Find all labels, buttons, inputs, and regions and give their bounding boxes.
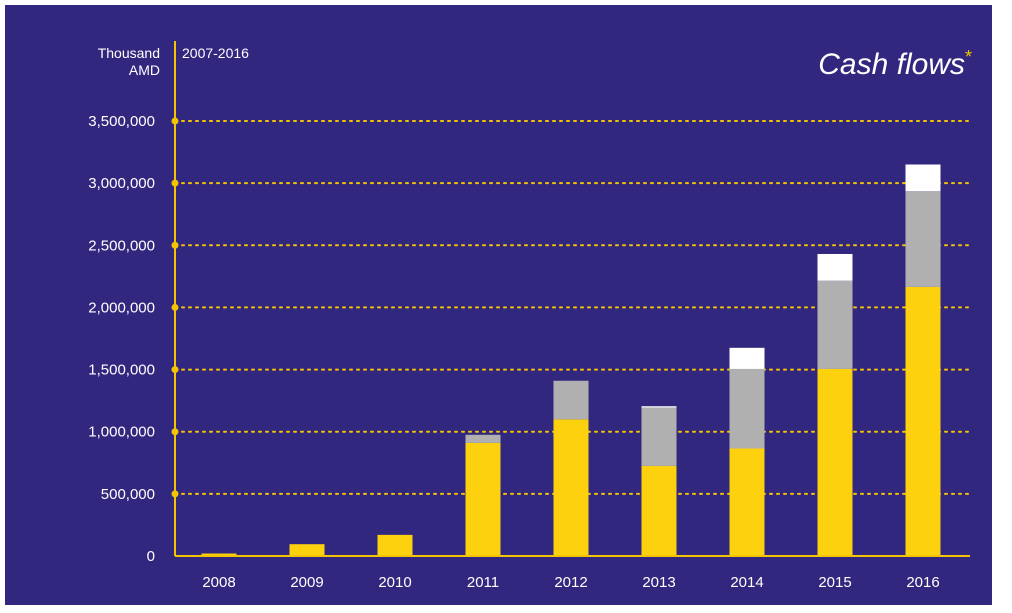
bar-segment [817, 280, 853, 369]
bar-segment [465, 434, 501, 443]
y-tick-label: 1,000,000 [88, 424, 155, 441]
bar-segment [729, 368, 765, 449]
y-tick-label: 3,500,000 [88, 113, 155, 130]
bar-segment [201, 553, 237, 556]
y-tick-label: 2,500,000 [88, 237, 155, 254]
bar-segment [465, 442, 501, 556]
bar-segment [641, 465, 677, 556]
x-tick-label: 2016 [906, 574, 939, 591]
y-tick-label: 1,500,000 [88, 362, 155, 379]
stacked-bar-chart: 0 500,000 1,000,000 1,500,000 2,000,000 2,500… [88, 41, 971, 591]
bar-segment [729, 347, 765, 369]
y-tick-label: 0 [147, 548, 155, 565]
y-axis-unit-label: Thousand AMD [65, 45, 160, 79]
bar-segment [641, 406, 677, 408]
x-tick-label: 2009 [290, 574, 323, 591]
x-tick-label: 2011 [467, 574, 499, 591]
y-axis-unit-line-2: AMD [128, 62, 160, 78]
bars [201, 164, 941, 556]
bar-segment [641, 407, 677, 466]
x-tick-label: 2008 [202, 574, 235, 591]
y-tick-label: 2,000,000 [88, 299, 155, 316]
y-tick-label: 3,000,000 [88, 175, 155, 192]
chart-title-footnote-mark: * [964, 47, 972, 67]
x-tick-label: 2015 [818, 574, 851, 591]
bar-segment [729, 448, 765, 556]
bar-segment [817, 253, 853, 281]
x-tick-labels: 2008 2009 2010 2011 2012 2013 2014 2015 2016 [202, 574, 939, 591]
y-tick-labels: 0 500,000 1,000,000 1,500,000 2,000,000 2,500… [88, 113, 155, 565]
bar-segment [377, 534, 413, 556]
bar-segment [905, 164, 941, 192]
axes [174, 41, 970, 557]
bar-segment [905, 191, 941, 287]
bar-segment [817, 368, 853, 556]
bar-segment [553, 380, 589, 420]
chart-panel: Thousand AMD 2007-2016 Cash flows* 0 500,… [5, 5, 992, 605]
grid-lines [171, 117, 971, 498]
bar-segment [289, 544, 325, 556]
chart-title-text: Cash flows [818, 48, 965, 81]
x-tick-label: 2010 [378, 574, 411, 591]
x-tick-label: 2013 [642, 574, 675, 591]
bar-segment [553, 419, 589, 556]
x-tick-label: 2012 [554, 574, 587, 591]
chart-period-label: 2007-2016 [182, 45, 249, 61]
x-tick-label: 2014 [730, 574, 763, 591]
bar-segment [905, 286, 941, 556]
y-tick-label: 500,000 [101, 486, 155, 503]
y-axis-unit-line-1: Thousand [97, 45, 160, 61]
chart-title: Cash flows* [818, 47, 972, 82]
